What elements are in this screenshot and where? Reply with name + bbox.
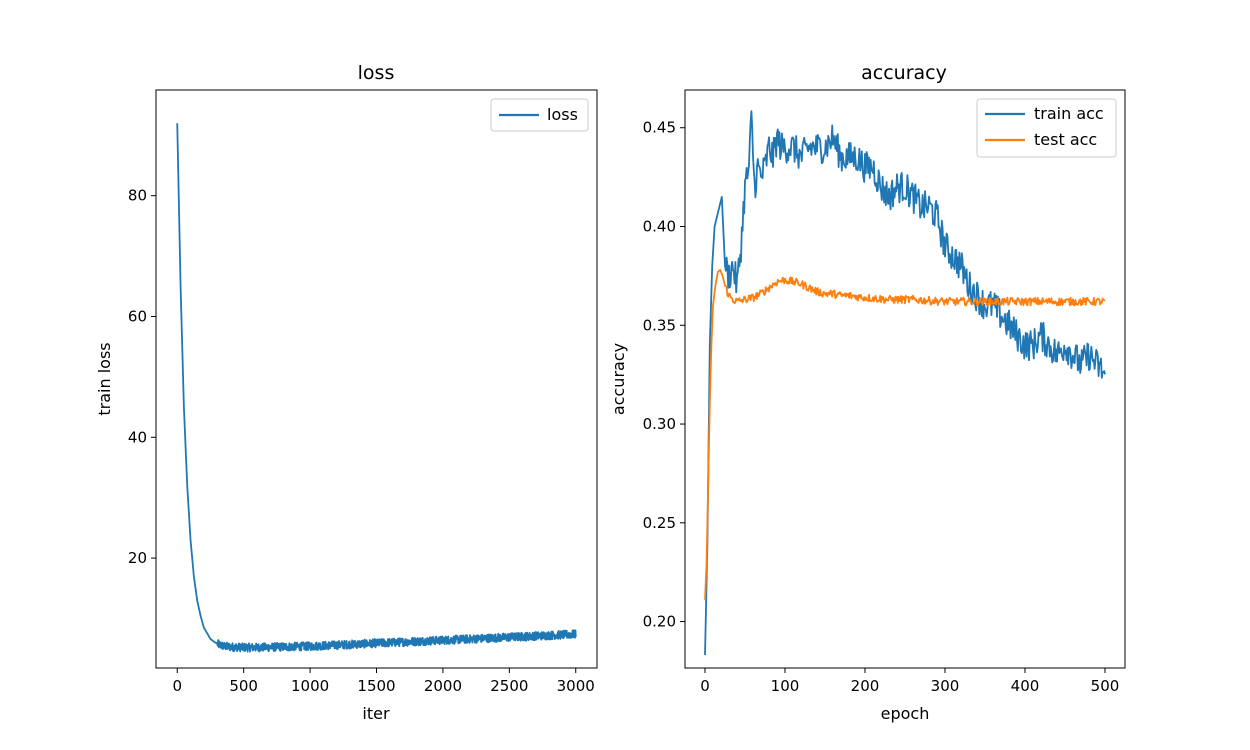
- loss-plot-area: [176, 123, 577, 653]
- loss-legend: loss: [490, 98, 589, 132]
- loss-y-axis-label: train loss: [95, 342, 114, 415]
- accuracy-y-axis: 0.20 0.25 0.30 0.35 0.40 0.45: [643, 119, 685, 631]
- accuracy-y-axis-label: accuracy: [609, 343, 628, 415]
- loss-x-tick-label: 0: [172, 677, 182, 695]
- accuracy-y-tick-label: 0.40: [643, 217, 676, 235]
- accuracy-x-tick-label: 400: [1011, 677, 1040, 695]
- loss-legend-label: loss: [547, 105, 578, 124]
- loss-x-axis: 0 500 1000 1500 2000 2500 3000: [172, 668, 595, 695]
- accuracy-axes-frame: [684, 89, 1126, 669]
- accuracy-x-tick-label: 0: [700, 677, 710, 695]
- loss-x-tick-label: 2000: [424, 677, 462, 695]
- accuracy-x-tick-label: 300: [931, 677, 960, 695]
- accuracy-x-tick-label: 500: [1091, 677, 1120, 695]
- test-acc-series-line: [704, 269, 1106, 600]
- loss-y-tick-label: 40: [128, 428, 147, 446]
- loss-x-tick-label: 1500: [357, 677, 395, 695]
- loss-chart-title: loss: [358, 62, 395, 84]
- accuracy-plot-area: [704, 110, 1106, 656]
- loss-x-tick-label: 1000: [291, 677, 329, 695]
- accuracy-x-axis-label: epoch: [881, 704, 930, 723]
- loss-legend-box: [490, 98, 589, 132]
- loss-x-tick-label: 2500: [490, 677, 528, 695]
- loss-y-axis: 20 40 60 80: [128, 187, 156, 567]
- accuracy-y-tick-label: 0.35: [643, 316, 676, 334]
- accuracy-x-axis: 0 100 200 300 400 500: [700, 668, 1119, 695]
- loss-x-axis-label: iter: [362, 704, 390, 723]
- loss-y-tick-label: 60: [128, 307, 147, 325]
- loss-y-tick-label: 80: [128, 187, 147, 205]
- accuracy-y-tick-label: 0.20: [643, 613, 676, 631]
- train-acc-legend-label: train acc: [1034, 104, 1104, 123]
- accuracy-y-tick-label: 0.25: [643, 514, 676, 532]
- loss-x-tick-label: 3000: [557, 677, 595, 695]
- accuracy-y-tick-label: 0.45: [643, 119, 676, 137]
- accuracy-x-tick-label: 200: [851, 677, 880, 695]
- loss-series-line: [176, 123, 577, 653]
- accuracy-legend: train acc test acc: [976, 98, 1117, 158]
- test-acc-legend-label: test acc: [1034, 130, 1097, 149]
- loss-y-tick-label: 20: [128, 549, 147, 567]
- accuracy-chart: accuracy 0 100 200 300 400 500 0.200.250.300.…: [609, 62, 1126, 723]
- train-acc-series-line: [704, 110, 1106, 656]
- accuracy-x-tick-label: 100: [771, 677, 800, 695]
- accuracy-y-tick-label: 0.30: [643, 415, 676, 433]
- loss-chart: loss 0 500 1000 1500 2000 2500 3000 20 40 60 80 i…: [95, 62, 598, 723]
- loss-x-tick-label: 500: [229, 677, 258, 695]
- accuracy-chart-title: accuracy: [861, 62, 947, 84]
